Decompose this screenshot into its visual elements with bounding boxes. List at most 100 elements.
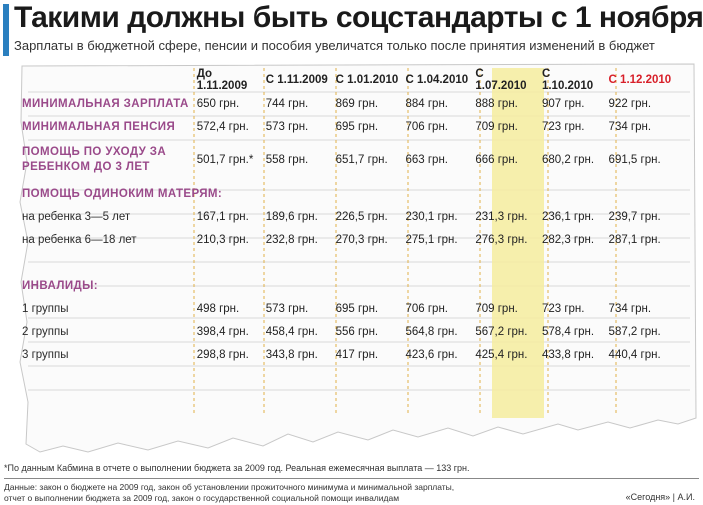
table-cell: 167,1 грн. — [196, 210, 249, 223]
accent-bar — [3, 4, 9, 56]
table-cell: 226,5 грн. — [335, 210, 388, 223]
row-label: ПОМОЩЬ ПО УХОДУ ЗА РЕБЕНКОМ ДО 3 ЛЕТ — [22, 146, 167, 173]
table-cell: 282,3 грн. — [541, 233, 595, 246]
table-cell: 458,4 грн. — [265, 325, 318, 338]
table-cell: 888 грн. — [475, 97, 518, 110]
page-subtitle: Зарплаты в бюджетной сфере, пенсии и пос… — [14, 38, 655, 53]
row-label: на ребенка 3—5 лет — [22, 210, 131, 223]
table-cell: 691,5 грн. — [608, 154, 661, 166]
table-cell: 706 грн. — [405, 120, 449, 133]
column-header: С 1.11.2009 — [265, 74, 328, 86]
header: Такими должны быть соцстандарты с 1 нояб… — [0, 0, 703, 62]
table-header-row: До 1.11.2009 С 1.11.2009 С 1.01.2010 С 1… — [18, 68, 686, 92]
table-cell: 236,1 грн. — [541, 210, 595, 223]
table-cell: 573 грн. — [265, 302, 309, 315]
table-cell: 869 грн. — [335, 97, 379, 110]
table-cell: 650 грн. — [196, 97, 240, 110]
table-cell: 276,3 грн. — [475, 233, 528, 246]
table-cell: 440,4 грн. — [608, 348, 661, 361]
table-row: 1 группы 498 грн. 573 грн. 695 грн. 706 … — [18, 297, 686, 320]
section-heading-row: ПОМОЩЬ ОДИНОКИМ МАТЕРЯМ: — [18, 182, 686, 205]
section-heading: ИНВАЛИДЫ: — [22, 279, 98, 292]
table-cell: 666 грн. — [475, 154, 518, 166]
section-heading: ПОМОЩЬ ОДИНОКИМ МАТЕРЯМ: — [22, 187, 223, 200]
footer-divider — [4, 478, 699, 479]
highlighted-column — [492, 68, 544, 418]
table-cell: 922 грн. — [608, 97, 652, 110]
table-cell: 189,6 грн. — [265, 210, 318, 223]
credit: «Сегодня» | А.И. — [625, 492, 695, 502]
table-cell: 744 грн. — [265, 97, 309, 110]
table-cell: 239,7 грн. — [608, 210, 661, 223]
column-header-highlighted: С 1.12.2010 — [608, 74, 672, 86]
table-cell: 723 грн. — [541, 120, 585, 133]
spacer-row — [18, 251, 686, 274]
table-cell: 556 грн. — [335, 325, 379, 338]
table-cell: 343,8 грн. — [265, 348, 318, 361]
table-cell: 433,8 грн. — [541, 348, 595, 361]
torn-paper-panel — [18, 62, 698, 454]
source-line: Данные: закон о бюджете на 2009 год, зак… — [4, 482, 455, 492]
row-label: 2 группы — [22, 325, 69, 338]
table-row: МИНИМАЛЬНАЯ ЗАРПЛАТА 650 грн. 744 грн. 8… — [18, 92, 686, 115]
table-cell: 564,8 грн. — [405, 325, 458, 338]
spacer-cell — [18, 251, 686, 274]
table-cell: 398,4 грн. — [196, 325, 249, 338]
table-cell: 734 грн. — [608, 302, 652, 315]
table-cell: 651,7 грн. — [335, 154, 388, 166]
table-cell: 230,1 грн. — [405, 210, 458, 223]
table-cell: 210,3 грн. — [196, 233, 249, 246]
table-cell: 425,4 грн. — [475, 348, 528, 361]
table-cell: 734 грн. — [608, 120, 652, 133]
row-label: МИНИМАЛЬНАЯ ПЕНСИЯ — [22, 120, 176, 133]
table-cell: 573 грн. — [265, 120, 309, 133]
table-cell: 275,1 грн. — [405, 233, 458, 246]
row-label: МИНИМАЛЬНАЯ ЗАРПЛАТА — [22, 97, 189, 110]
column-header: С 1.07.2010 — [475, 68, 527, 92]
social-standards-table: До 1.11.2009 С 1.11.2009 С 1.01.2010 С 1… — [18, 68, 686, 366]
table-row: ПОМОЩЬ ПО УХОДУ ЗА РЕБЕНКОМ ДО 3 ЛЕТ 501… — [18, 138, 686, 182]
table-cell: 231,3 грн. — [475, 210, 528, 223]
table-cell: 287,1 грн. — [608, 233, 661, 246]
table-cell: 567,2 грн. — [475, 325, 528, 338]
table-row: на ребенка 3—5 лет 167,1 грн. 189,6 грн.… — [18, 205, 686, 228]
column-header: С 1.01.2010 — [335, 74, 399, 86]
table-cell: 498 грн. — [196, 302, 240, 315]
source-note: Данные: закон о бюджете на 2009 год, зак… — [4, 482, 454, 504]
table-cell: 706 грн. — [405, 302, 449, 315]
table-cell: 270,3 грн. — [335, 233, 388, 246]
column-header: С 1.04.2010 — [405, 74, 469, 86]
header-corner — [18, 68, 193, 92]
table-cell: 709 грн. — [475, 302, 518, 315]
table-cell: 695 грн. — [335, 120, 379, 133]
row-label: 1 группы — [22, 302, 69, 315]
table-cell: 298,8 грн. — [196, 348, 249, 361]
table-cell: 709 грн. — [475, 120, 518, 133]
table-cell: 723 грн. — [541, 302, 585, 315]
table-cell: 695 грн. — [335, 302, 379, 315]
row-label: 3 группы — [22, 348, 69, 361]
table-cell: 587,2 грн. — [608, 325, 661, 338]
section-heading-row: ИНВАЛИДЫ: — [18, 274, 686, 297]
column-header: До 1.11.2009 — [196, 68, 248, 92]
row-label: на ребенка 6—18 лет — [22, 233, 137, 246]
table-cell: 232,8 грн. — [265, 233, 318, 246]
table-row: МИНИМАЛЬНАЯ ПЕНСИЯ 572,4 грн. 573 грн. 6… — [18, 115, 686, 138]
table-cell: 501,7 грн.* — [196, 154, 254, 166]
table-row: 3 группы 298,8 грн. 343,8 грн. 417 грн. … — [18, 343, 686, 366]
table-cell: 663 грн. — [405, 154, 449, 166]
column-header: С 1.10.2010 — [541, 68, 594, 92]
source-line: отчет о выполнении бюджета за 2009 год, … — [4, 493, 400, 503]
table-cell: 578,4 грн. — [541, 325, 595, 338]
page-title: Такими должны быть соцстандарты с 1 нояб… — [14, 1, 703, 34]
table-cell: 907 грн. — [541, 97, 585, 110]
table-cell: 558 грн. — [265, 154, 309, 166]
table-row: 2 группы 398,4 грн. 458,4 грн. 556 грн. … — [18, 320, 686, 343]
footnote: *По данным Кабмина в отчете о выполнении… — [4, 463, 470, 473]
table-row: на ребенка 6—18 лет 210,3 грн. 232,8 грн… — [18, 228, 686, 251]
table-cell: 572,4 грн. — [196, 120, 249, 133]
table-cell: 423,6 грн. — [405, 348, 458, 361]
table-cell: 417 грн. — [335, 348, 379, 361]
table-cell: 680,2 грн. — [541, 154, 595, 166]
table-cell: 884 грн. — [405, 97, 449, 110]
